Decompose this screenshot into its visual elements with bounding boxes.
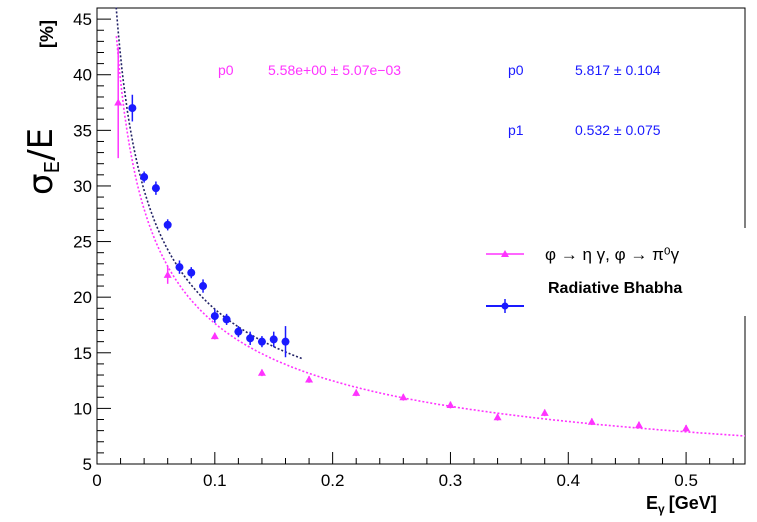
magenta-data-point: [540, 408, 549, 416]
magenta-data-point: [682, 424, 691, 432]
x-axis-label-e: E: [646, 493, 658, 513]
blue-data-point: [187, 268, 196, 277]
x-tick-label: 0.1: [203, 471, 227, 490]
x-tick-label: 0.3: [439, 471, 463, 490]
magenta-data-point: [634, 421, 643, 429]
x-tick-label: 0.2: [321, 471, 345, 490]
y-tick-label: 20: [73, 288, 92, 307]
magenta-data-point: [163, 270, 172, 278]
blue-data-point: [234, 327, 243, 336]
magenta-fit-p0-value: 5.58e+00 ± 5.07e−03: [268, 62, 401, 78]
blue-fit-p1-value: 0.532 ± 0.075: [575, 122, 661, 138]
blue-data-point: [269, 335, 278, 344]
legend-blue-marker: [501, 302, 509, 310]
legend-box: [478, 228, 748, 316]
magenta-data-point: [493, 413, 502, 421]
blue-data-point: [246, 334, 255, 343]
y-tick-label: 30: [73, 177, 92, 196]
x-axis: 0 0.1 0.2 0.3 0.4 0.5: [92, 452, 734, 490]
x-axis-label: Eγ [GeV]: [646, 493, 717, 516]
x-tick-label: 0: [92, 471, 101, 490]
blue-data-point: [175, 263, 184, 272]
y-axis-label-sub: E: [40, 161, 64, 174]
magenta-fit-curve: [115, 36, 746, 437]
y-tick-label: 5: [83, 455, 92, 474]
magenta-data-point: [257, 368, 266, 376]
y-tick-label: 40: [73, 66, 92, 85]
data-points: [114, 46, 691, 432]
magenta-data-point: [352, 388, 361, 396]
blue-data-point: [257, 337, 266, 346]
blue-data-point: [163, 220, 172, 229]
blue-fit-p0-label: p0: [508, 62, 524, 78]
blue-fit-p1-label: p1: [508, 122, 524, 138]
blue-data-point: [222, 315, 231, 324]
y-axis-label: σE/E: [21, 128, 64, 195]
y-tick-label: 15: [73, 344, 92, 363]
magenta-data-point: [446, 401, 455, 409]
magenta-data-point: [210, 332, 219, 340]
legend-blue-label: Radiative Bhabha: [548, 280, 682, 297]
blue-fit-curve: [115, 7, 304, 360]
magenta-data-point: [305, 375, 314, 383]
legend: φ → η γ, φ → π⁰γ Radiative Bhabha: [478, 228, 748, 316]
magenta-data-point: [587, 417, 596, 425]
magenta-data-point: [114, 98, 123, 106]
y-axis-unit: [%]: [37, 20, 57, 48]
legend-magenta-label: φ → η γ, φ → π⁰γ: [545, 245, 680, 264]
blue-data-point: [151, 184, 160, 193]
magenta-fit-p0-label: p0: [218, 62, 234, 78]
blue-data-point: [199, 282, 208, 291]
blue-data-point: [210, 312, 219, 321]
x-tick-label: 0.4: [556, 471, 580, 490]
y-axis-label-sigma: σ: [21, 173, 61, 195]
y-tick-label: 35: [73, 121, 92, 140]
y-axis: 5 10 15 20 25 30 35 40 45: [73, 10, 111, 474]
x-axis-label-sub: γ: [658, 502, 665, 516]
fit-curves: [115, 7, 746, 437]
x-tick-label: 0.5: [674, 471, 698, 490]
y-axis-label-rest: /E: [21, 128, 61, 161]
blue-data-point: [128, 104, 137, 113]
blue-data-point: [140, 173, 149, 182]
x-axis-label-unit: [GeV]: [669, 493, 717, 513]
magenta-data-point: [399, 393, 408, 401]
y-tick-label: 45: [73, 10, 92, 29]
y-tick-label: 10: [73, 399, 92, 418]
blue-fit-p0-value: 5.817 ± 0.104: [575, 62, 661, 78]
blue-data-point: [281, 337, 290, 346]
legend-magenta-marker: [501, 250, 509, 257]
y-tick-label: 25: [73, 233, 92, 252]
